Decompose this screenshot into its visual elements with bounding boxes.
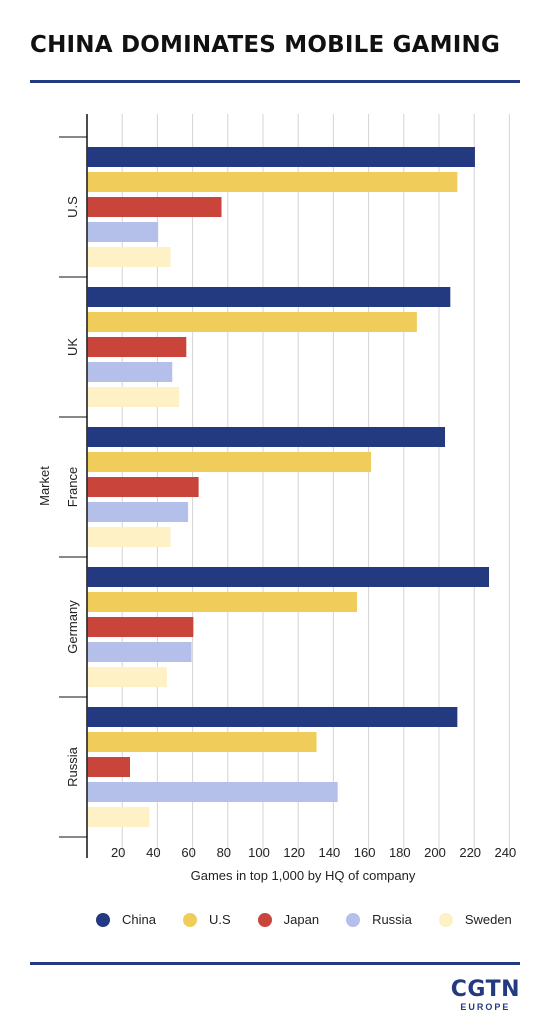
y-category-label: Russia xyxy=(65,746,80,787)
bars xyxy=(87,147,490,827)
legend-label: China xyxy=(122,912,156,927)
legend-item: Sweden xyxy=(438,912,512,927)
y-category-label: UK xyxy=(65,338,80,356)
x-tick-label: 240 xyxy=(495,845,517,860)
legend-item: U.S xyxy=(182,912,231,927)
x-tick-label: 40 xyxy=(146,845,160,860)
bar-russia xyxy=(87,782,338,802)
bar-russia xyxy=(87,222,159,242)
bar-russia xyxy=(87,362,173,382)
x-tick-label: 100 xyxy=(248,845,270,860)
x-tick-label: 20 xyxy=(111,845,125,860)
legend-item: Japan xyxy=(257,912,320,927)
bar-japan xyxy=(87,337,187,357)
bar-sweden xyxy=(87,527,171,547)
legend-swatch xyxy=(438,912,453,927)
x-axis-title: Games in top 1,000 by HQ of company xyxy=(191,868,416,883)
bar-sweden xyxy=(87,807,150,827)
legend-label: Russia xyxy=(372,912,412,927)
bar-japan xyxy=(87,617,194,637)
bar-china xyxy=(87,567,490,587)
bar-us xyxy=(87,172,458,192)
legend-item: China xyxy=(96,912,156,927)
bar-russia xyxy=(87,502,189,522)
bar-china xyxy=(87,287,451,307)
bar-japan xyxy=(87,197,222,217)
y-category-label: U.S xyxy=(65,196,80,218)
y-axis-title: Market xyxy=(37,466,52,506)
legend-label: U.S xyxy=(208,912,231,927)
footer-divider xyxy=(30,962,520,965)
bar-us xyxy=(87,592,358,612)
bar-china xyxy=(87,147,475,167)
bar-us xyxy=(87,732,317,752)
logo-sub-text: EUROPE xyxy=(460,1002,511,1012)
bar-chart: 20 40 60 80 100 120 140 160 180 200 220 240 U.S UK Fra… xyxy=(37,114,516,883)
x-tick-label: 60 xyxy=(181,845,195,860)
bar-russia xyxy=(87,642,192,662)
y-category-label: France xyxy=(65,467,80,507)
legend: China U.S Japan Russia Sweden xyxy=(96,912,539,927)
bar-china xyxy=(87,707,458,727)
legend-label: Japan xyxy=(283,912,320,927)
x-tick-label: 160 xyxy=(354,845,376,860)
legend-swatch xyxy=(96,912,110,927)
legend-swatch xyxy=(257,912,272,927)
legend-label: Sweden xyxy=(464,912,512,927)
legend-item: Russia xyxy=(346,912,412,927)
bar-sweden xyxy=(87,247,171,267)
x-tick-label: 180 xyxy=(389,845,411,860)
x-tick-label: 80 xyxy=(217,845,231,860)
legend-swatch xyxy=(182,912,197,927)
bar-japan xyxy=(87,757,130,777)
logo-main-text: CGTN xyxy=(450,977,520,1002)
bar-japan xyxy=(87,477,199,497)
legend-swatch xyxy=(346,912,361,927)
axes: 20 40 60 80 100 120 140 160 180 200 220 240 U.S UK Fra… xyxy=(59,114,516,860)
x-tick-label: 200 xyxy=(424,845,446,860)
chart-title: CHINA DOMINATES MOBILE GAMING xyxy=(30,32,501,58)
x-tick-label: 140 xyxy=(319,845,341,860)
bar-sweden xyxy=(87,387,180,407)
bar-china xyxy=(87,427,446,447)
bar-us xyxy=(87,312,417,332)
title-divider xyxy=(30,80,520,83)
bar-us xyxy=(87,452,372,472)
x-tick-label: 120 xyxy=(283,845,305,860)
y-category-label: Germany xyxy=(65,600,80,654)
x-tick-label: 220 xyxy=(459,845,481,860)
cgtn-logo: CGTN EUROPE xyxy=(450,977,520,1013)
bar-sweden xyxy=(87,667,167,687)
